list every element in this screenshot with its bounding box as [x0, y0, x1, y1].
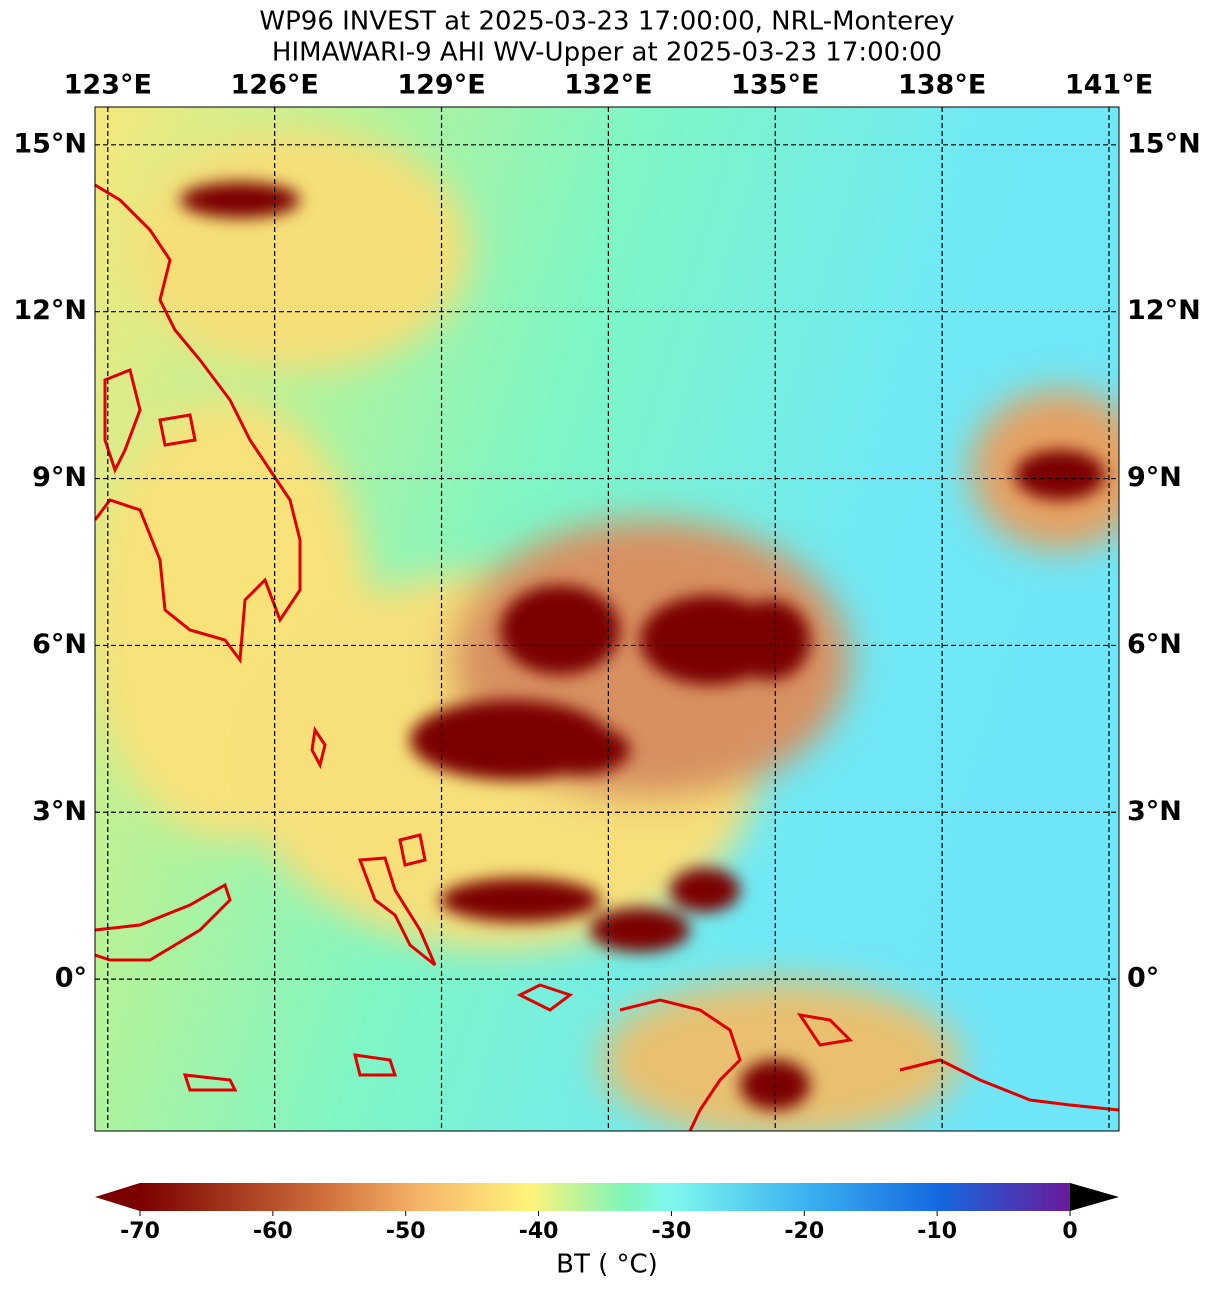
- satellite-image: [95, 107, 1119, 1131]
- lat-label: 6°N: [32, 629, 87, 660]
- lon-label: 123°E: [64, 70, 152, 101]
- lon-label: 135°E: [731, 70, 819, 101]
- lat-label: 0°: [55, 963, 87, 994]
- title: WP96 INVEST at 2025-03-23 17:00:00, NRL-…: [259, 7, 954, 37]
- colorbar-tick-label: -50: [386, 1219, 426, 1244]
- lat-label: 12°N: [1127, 295, 1201, 326]
- lon-label: 129°E: [397, 70, 485, 101]
- lon-label: 126°E: [231, 70, 319, 101]
- colorbar-tick-label: -30: [652, 1219, 692, 1244]
- map-frame: [94, 106, 1120, 1132]
- lon-label: 141°E: [1065, 70, 1153, 101]
- colorbar-tick-label: -60: [253, 1219, 293, 1244]
- colorbar-tick-label: 0: [1062, 1219, 1077, 1244]
- lon-label: 138°E: [898, 70, 986, 101]
- lat-label: 15°N: [1127, 128, 1201, 159]
- colorbar-tick-label: -40: [519, 1219, 559, 1244]
- subtitle: HIMAWARI-9 AHI WV-Upper at 2025-03-23 17…: [272, 38, 942, 68]
- colorbar-tick-label: -10: [917, 1219, 957, 1244]
- colorbar-tick-label: -20: [784, 1219, 824, 1244]
- colorbar-tick-label: -70: [120, 1219, 160, 1244]
- lat-label: 9°N: [1127, 462, 1182, 493]
- colorbar: [140, 1183, 1070, 1211]
- lat-label: 3°N: [1127, 796, 1182, 827]
- colorbar-extend-low: [95, 1183, 140, 1211]
- lat-label: 12°N: [13, 295, 87, 326]
- lon-label: 132°E: [564, 70, 652, 101]
- lat-label: 3°N: [32, 796, 87, 827]
- colorbar-label: BT ( °C): [556, 1250, 658, 1280]
- colorbar-extend-high: [1070, 1183, 1119, 1211]
- lat-label: 0°: [1127, 963, 1159, 994]
- lat-label: 9°N: [32, 462, 87, 493]
- lat-label: 6°N: [1127, 629, 1182, 660]
- lat-label: 15°N: [13, 128, 87, 159]
